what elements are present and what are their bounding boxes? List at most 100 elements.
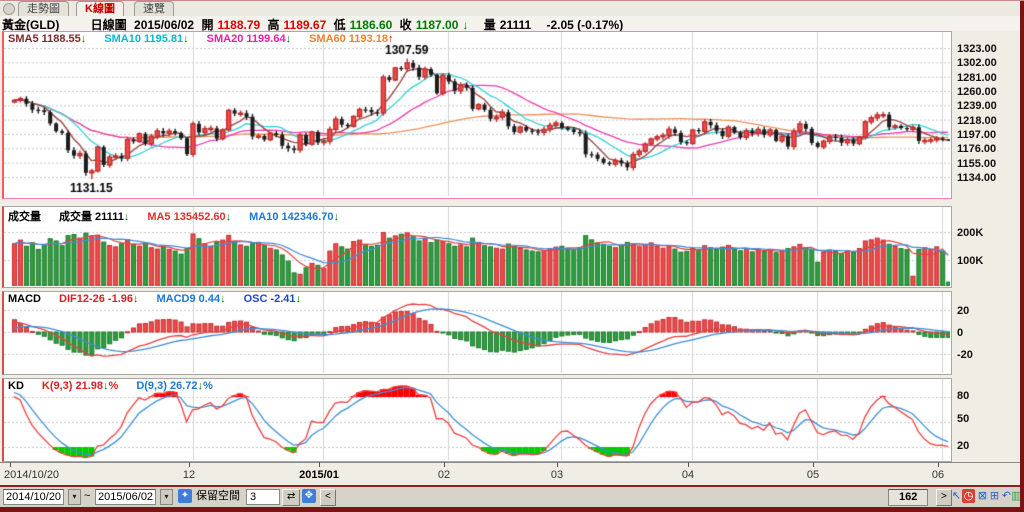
indicator-D(9,3): D(9,3) 26.72↓% — [136, 380, 213, 392]
scroll-left-button[interactable]: < — [320, 489, 336, 506]
x-axis: 2014/10/20 12 2015/01 02 03 04 05 06 — [0, 462, 1020, 484]
volume-canvas[interactable] — [4, 207, 950, 286]
axis-tick-label: 1323.00 — [957, 43, 997, 55]
x-axis-label: 04 — [681, 469, 695, 481]
clock-icon[interactable]: ◷ — [962, 489, 975, 503]
axis-tick-label: 1218.00 — [957, 114, 997, 127]
sma-indicator-row: SMA5 1188.55↓ SMA10 1195.81↓ SMA20 1199.64… — [8, 33, 411, 45]
from-date-dropdown-icon[interactable]: ▾ — [68, 489, 81, 505]
x-axis-label: 12 — [182, 469, 196, 481]
x-axis-tick — [688, 462, 689, 467]
axis-tick-label: 20 — [957, 440, 970, 452]
x-axis-tick — [319, 462, 320, 467]
pan-tool-icon[interactable]: ✥ — [302, 489, 316, 503]
x-axis-label: 05 — [806, 469, 820, 481]
x-axis-label: 2014/10/20 — [4, 469, 60, 481]
kd-indicator-row: KD K(9,3) 21.98↓% D(9,3) 26.72↓% — [8, 380, 231, 392]
tab-bar: 走勢圖 K線圖 速覽 — [0, 1, 1024, 16]
stepper-icon[interactable]: ⇄ — [282, 489, 301, 506]
undo-icon[interactable]: ↶ — [1001, 490, 1012, 502]
statusbar-divider — [0, 485, 1024, 487]
change-value: -2.05 (-0.17%) — [546, 18, 624, 32]
axis-tick-label: 80 — [957, 390, 970, 402]
indicator-MA10: MA10 142346.70↓ — [249, 211, 340, 223]
window-menu-icon[interactable] — [3, 3, 15, 15]
axis-tick-label: 1260.00 — [957, 86, 997, 98]
date-range-tilde: ~ — [84, 490, 91, 502]
x-axis-label: 06 — [931, 469, 945, 481]
panel-title: MACD — [8, 293, 41, 305]
x-axis-tick — [10, 462, 11, 467]
axis-tick-label: 100K — [957, 255, 984, 267]
candlestick-canvas[interactable] — [4, 32, 950, 196]
open-label: 開 — [201, 18, 214, 32]
open-value: 1188.79 — [217, 18, 261, 32]
axis-tick-label: 1176.00 — [957, 143, 997, 156]
candlestick-panel[interactable]: SMA5 1188.55↓ SMA10 1195.81↓ SMA20 1199.64… — [2, 31, 952, 199]
x-axis-tick — [813, 462, 814, 467]
x-axis-label: 2015/01 — [299, 469, 339, 481]
axis-tick-label: 20 — [957, 305, 970, 317]
volume-label: 量 — [483, 18, 496, 32]
macd-canvas[interactable] — [4, 292, 950, 373]
indicator-DIF12-26: DIF12-26 -1.96↓ — [59, 293, 139, 305]
close-arrow-icon: ↓ — [462, 18, 469, 32]
quote-header: 黃金(GLD) 日線圖 2015/06/02 開 1188.79 高 1189.67… — [0, 16, 1024, 32]
close-label: 收 — [399, 18, 412, 32]
quote-date: 2015/06/02 — [134, 18, 195, 32]
x-axis-label: 03 — [550, 469, 564, 481]
reserve-space-label: 保留空間 — [196, 490, 240, 502]
high-label: 高 — [267, 18, 280, 32]
indicator-成交量: 成交量 21111↓ — [59, 211, 130, 223]
indicator-OSC: OSC -2.41↓ — [243, 293, 302, 305]
to-date-input[interactable]: 2015/06/02 — [95, 489, 157, 505]
indicator-K(9,3): K(9,3) 21.98↓% — [41, 380, 119, 392]
indicator-SMA5: SMA5 1188.55↓ — [8, 33, 87, 45]
axis-tick-label: 200K — [957, 227, 984, 239]
indicator-SMA10: SMA10 1195.81↓ — [104, 33, 189, 45]
scroll-right-button[interactable]: > — [936, 489, 952, 506]
symbol-name: 黃金(GLD) — [2, 18, 60, 32]
x-axis-label: 02 — [437, 469, 451, 481]
x-axis-tick — [557, 462, 558, 467]
axis-tick-label: 1302.00 — [957, 57, 997, 70]
zoom-out-icon[interactable]: ⊠ — [977, 490, 988, 502]
volume-panel[interactable]: 成交量 成交量 21111↓ MA5 135452.60↓ MA10 142346.7… — [2, 206, 952, 288]
volume-value: 21111 — [499, 18, 532, 32]
volume-indicator-row: 成交量 成交量 21111↓ MA5 135452.60↓ MA10 142346.7… — [8, 208, 357, 224]
close-value: 1187.00 — [415, 18, 459, 32]
macd-panel[interactable]: MACD DIF12-26 -1.96↓ MACD9 0.44↓ OSC -2.41↓ — [2, 291, 952, 375]
panel-title: KD — [8, 380, 24, 392]
draw-tool-icon[interactable]: ✦ — [178, 489, 192, 503]
indicator-SMA20: SMA20 1199.64↓ — [206, 33, 292, 45]
zoom-in-icon[interactable]: ⊞ — [989, 490, 1000, 502]
from-date-input[interactable]: 2014/10/20 — [3, 489, 65, 505]
axis-tick-label: 0 — [957, 327, 964, 339]
axis-tick-label: 1281.00 — [957, 71, 997, 84]
axis-tick-label: 1239.00 — [957, 100, 997, 113]
kd-panel[interactable]: KD K(9,3) 21.98↓% D(9,3) 26.72↓% — [2, 378, 952, 462]
x-axis-tick — [189, 462, 190, 467]
axis-tick-label: 50 — [957, 413, 970, 425]
reserve-space-input[interactable]: 3 — [246, 489, 280, 505]
tab-quick-view[interactable]: 速覽 — [134, 1, 174, 16]
axis-tick-label: 1155.00 — [957, 157, 997, 170]
x-axis-line — [0, 462, 1020, 463]
macd-indicator-row: MACD DIF12-26 -1.96↓ MACD9 0.44↓ OSC -2.41↓ — [8, 293, 319, 305]
x-axis-tick — [444, 462, 445, 467]
chart-style-icon[interactable]: ▥ — [1011, 490, 1022, 502]
axis-tick-label: -20 — [957, 349, 973, 361]
cursor-tool-icon[interactable]: ↖ — [951, 490, 962, 502]
indicator-MACD9: MACD9 0.44↓ — [156, 293, 226, 305]
bar-count-box[interactable]: 162 — [888, 489, 929, 506]
panel-title: 成交量 — [8, 211, 41, 223]
tab-trend-chart[interactable]: 走勢圖 — [18, 1, 69, 16]
kd-canvas[interactable] — [4, 379, 950, 460]
to-date-dropdown-icon[interactable]: ▾ — [160, 489, 173, 505]
axis-tick-label: 1197.00 — [957, 129, 997, 141]
status-bar: 2014/10/20 ▾ ~ 2015/06/02 ▾ ✦ 保留空間 3 ⇄ ✥… — [0, 487, 1024, 507]
period-label: 日線圖 — [90, 18, 127, 32]
axis-tick-label: 1134.00 — [957, 172, 997, 184]
tab-kline-chart[interactable]: K線圖 — [76, 1, 124, 16]
